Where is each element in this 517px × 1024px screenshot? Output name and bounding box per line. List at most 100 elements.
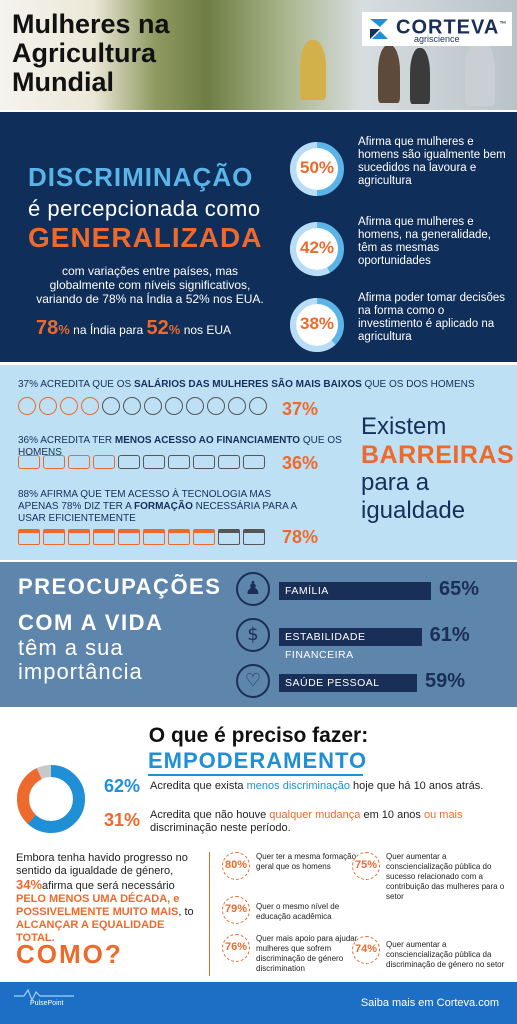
donut-slice-62 <box>17 765 85 833</box>
hand-coin-icon <box>43 455 65 469</box>
laptop-icon <box>218 529 240 545</box>
stat-text: Afirma que mulheres e homens, na general… <box>358 216 491 267</box>
barrier-line-training: 88% AFIRMA QUE TEM ACESSO À TECNOLOGIA M… <box>18 489 297 524</box>
stat-text: Afirma poder tomar decisões na forma com… <box>358 292 506 343</box>
action-text: Quer ter a mesma formação geral que os h… <box>256 852 357 871</box>
hand-coin-icon-row <box>18 455 265 469</box>
action-item: 75% Quer aumentar a consciencialização p… <box>352 852 512 901</box>
coin-dollar-euro-icon <box>39 397 57 415</box>
barriers-title-3: para a <box>361 469 430 496</box>
stat-text: Afirma que mulheres e homens são igualme… <box>358 136 506 187</box>
hand-coin-icon <box>218 455 240 469</box>
action-badge: 75% <box>352 852 380 880</box>
range-a-value: 78 <box>36 317 59 339</box>
hand-coin-icon <box>168 455 190 469</box>
discrimination-headline: DISCRIMINAÇÃO <box>28 162 254 192</box>
coin-dollar-euro-icon <box>81 397 99 415</box>
concerns-title-1: PREOCUPAÇÕES <box>18 574 222 599</box>
title-line: Mulheres na <box>12 9 170 39</box>
farmer-figure <box>465 40 495 106</box>
laptop-icon <box>243 529 265 545</box>
concerns-title-4: importância <box>18 659 143 684</box>
action-badge: 79% <box>222 896 250 924</box>
discrimination-emphasis: GENERALIZADA <box>28 222 263 253</box>
coin-dollar-euro-icon <box>123 397 141 415</box>
pulse-wave-icon <box>14 988 74 1002</box>
coin-dollar-euro-icon <box>60 397 78 415</box>
laptop-icon <box>118 529 140 545</box>
laptop-icon <box>93 529 115 545</box>
hand-coin-icon <box>118 455 140 469</box>
range-text: na Índia para <box>69 323 147 337</box>
text-62: Acredita que exista menos discriminação … <box>150 780 484 792</box>
barrier-line-salary: 37% ACREDITA QUE OS SALÁRIOS DAS MULHERE… <box>18 379 475 390</box>
header-banner: Mulheres na Agricultura Mundial CORTEVA™… <box>0 0 517 110</box>
stat-ring: 42% <box>288 220 346 278</box>
pct-62: 62% <box>104 776 141 796</box>
title-line: Agricultura <box>12 38 157 68</box>
empowerment-section: O que é preciso fazer: EMPODERAMENTO 62%… <box>0 710 517 982</box>
laptop-icon <box>168 529 190 545</box>
stat-ring: 38% <box>288 296 346 354</box>
range-text: nos EUA <box>180 323 232 337</box>
range-unit: % <box>168 322 181 337</box>
action-badge: 74% <box>352 936 380 964</box>
concern-row: ♟ FAMÍLIA 65% <box>236 572 516 608</box>
barrier-pct: 78% <box>282 527 319 547</box>
barriers-title-1: Existem <box>361 413 447 440</box>
coin-dollar-euro-icon <box>165 397 183 415</box>
divider <box>209 852 210 976</box>
stat-item: 50% Afirma que mulheres e homens são igu… <box>288 136 513 211</box>
concern-pct: 65% <box>439 578 480 600</box>
barriers-section: 37% ACREDITA QUE OS SALÁRIOS DAS MULHERE… <box>0 365 517 560</box>
hand-coin-icon <box>93 455 115 469</box>
action-text: Quer aumentar a consciencialização públi… <box>386 940 505 969</box>
hand-coin-icon <box>143 455 165 469</box>
stat-value: 42% <box>299 238 335 257</box>
pct-31: 31% <box>104 810 141 830</box>
how-heading: COMO? <box>16 939 123 969</box>
hand-coin-icon <box>68 455 90 469</box>
barriers-title-4: igualdade <box>361 497 466 524</box>
action-item: 76% Quer mais apoio para ajudar mulheres… <box>222 934 372 973</box>
laptop-icon <box>193 529 215 545</box>
range-text: 78% na Índia para 52% nos EUA <box>36 317 231 341</box>
concern-pct: 61% <box>429 624 470 646</box>
laptop-icon-row <box>18 529 265 545</box>
progress-text: Embora tenha havido progresso no sentido… <box>16 852 194 944</box>
action-item: 79% Quer o mesmo nível de educação acadê… <box>222 896 372 932</box>
laptop-icon <box>18 529 40 545</box>
todo-subtitle: EMPODERAMENTO <box>148 748 368 773</box>
stat-value: 38% <box>299 314 335 333</box>
text-31: Acredita que não houve qualquer mudança … <box>150 809 463 834</box>
concern-row: $ ESTABILIDADE FINANCEIRA 61% <box>236 618 516 661</box>
action-text: Quer aumentar a consciencialização públi… <box>386 852 505 901</box>
discrimination-section: DISCRIMINAÇÃO é percepcionada como GENER… <box>0 112 517 362</box>
laptop-icon <box>68 529 90 545</box>
coin-dollar-euro-icon <box>186 397 204 415</box>
barrier-line-finance: 36% ACREDITA TER MENOS ACESSO AO FINANCI… <box>18 435 342 458</box>
barrier-pct: 37% <box>282 399 319 419</box>
farmer-figure <box>378 45 400 103</box>
discrimination-middle: é percepcionada como <box>28 196 261 221</box>
action-badge: 76% <box>222 934 250 962</box>
todo-title: O que é preciso fazer: <box>148 724 369 747</box>
variation-text: com variações entre países, mas globalme… <box>36 264 264 306</box>
pulsepoint-logo: PulsePoint <box>14 988 74 1020</box>
stat-item: 38% Afirma poder tomar decisões na forma… <box>288 292 513 367</box>
donut-chart <box>17 765 85 833</box>
concern-row: ♡ SAÚDE PESSOAL 59% <box>236 664 516 700</box>
stat-value: 50% <box>299 158 335 177</box>
learn-more-link[interactable]: Saiba mais em Corteva.com <box>360 997 499 1009</box>
subtitle-underline <box>148 774 363 776</box>
title-line: Mundial <box>12 67 114 97</box>
heart-icon: ♡ <box>236 664 270 698</box>
coin-icon-row <box>18 397 267 415</box>
dollar-icon: $ <box>236 618 270 652</box>
hand-coin-icon <box>193 455 215 469</box>
action-badge: 80% <box>222 852 250 880</box>
hand-coin-icon <box>18 455 40 469</box>
concern-bar: ESTABILIDADE FINANCEIRA <box>279 628 422 661</box>
farmer-figure <box>410 48 430 104</box>
coin-dollar-euro-icon <box>102 397 120 415</box>
